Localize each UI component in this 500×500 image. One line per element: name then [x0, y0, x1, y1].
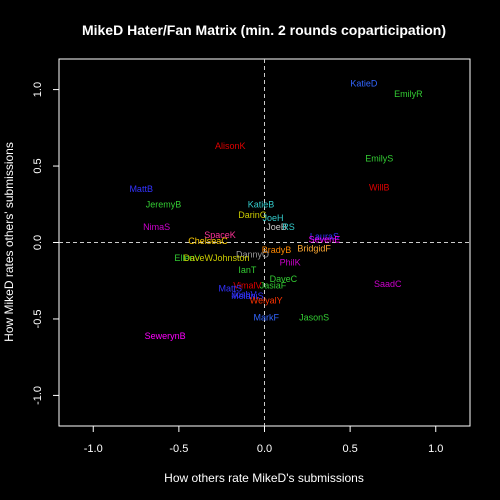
point-label-saadc: SaadC	[374, 279, 402, 289]
x-tick-label: 1.0	[428, 443, 443, 455]
point-label-jasiaf: JasiaF	[260, 280, 287, 290]
point-label-davewjohnston: DaveWJohnston	[184, 253, 250, 263]
point-label-jasons: JasonS	[299, 312, 329, 322]
point-label-melanis: MelaniS	[231, 291, 264, 301]
point-label-katied: KatieD	[350, 78, 378, 88]
point-label-sewerynb: SewerynB	[145, 331, 186, 341]
chart-title: MikeD Hater/Fan Matrix (min. 2 rounds co…	[82, 22, 446, 38]
x-axis: -1.0 -0.5 0.0 0.5 1.0	[84, 426, 443, 455]
y-axis: -1.0 -0.5 0.0 0.5 1.0	[32, 82, 59, 405]
x-tick-label: -0.5	[169, 443, 188, 455]
point-label-katieb: KatieB	[248, 199, 275, 209]
point-label-nimas: NimaS	[143, 222, 170, 232]
point-label-markf: MarkF	[253, 312, 279, 322]
point-label-chelseac: ChelseaC	[188, 236, 228, 246]
point-label-lauras: LauraS	[310, 231, 339, 241]
point-label-joshv: JoshV	[231, 289, 256, 299]
point-label-iant: IanT	[238, 265, 257, 275]
point-label-jeremyb: JeremyB	[146, 199, 182, 209]
y-tick-label: 1.0	[32, 82, 44, 97]
reference-lines	[59, 59, 470, 426]
point-label-daring: DarinG	[238, 210, 267, 220]
point-label-joeh: JoeH	[263, 213, 284, 223]
y-tick-label: -0.5	[32, 309, 44, 328]
point-label-dannyo: DannyO	[236, 250, 269, 260]
y-tick-label: 0.5	[32, 158, 44, 173]
x-tick-label: 0.0	[257, 443, 272, 455]
point-label-emilyr: EmilyR	[394, 89, 423, 99]
point-label-willb: WillB	[369, 182, 390, 192]
data-points: KatieD EmilyR AlisonK EmilyS WillB MattB Jerem…	[129, 78, 423, 340]
point-label-bridgidf: BridgidF	[297, 244, 331, 254]
point-label-bradyb: BradyB	[262, 245, 292, 255]
point-label-sevene: SevenE	[309, 234, 341, 244]
y-tick-label: 0.0	[32, 235, 44, 250]
x-axis-label: How others rate MikeD's submissions	[164, 471, 364, 485]
x-tick-label: -1.0	[84, 443, 103, 455]
y-tick-label: -1.0	[32, 386, 44, 405]
point-label-vimalv: VimalV	[233, 280, 261, 290]
x-tick-label: 0.5	[342, 443, 357, 455]
point-label-davec: DaveC	[270, 274, 298, 284]
point-label-philk: PhilK	[280, 257, 301, 267]
point-label-rs: RS	[282, 222, 295, 232]
point-label-ellenv: EllenV	[174, 253, 200, 263]
point-label-emilys: EmilyS	[365, 153, 393, 163]
point-label-weiyaly: WeiyalY	[250, 296, 283, 306]
point-label-joeb: JoeB	[266, 222, 287, 232]
point-label-spacek: SpaceK	[204, 230, 236, 240]
point-label-alisonk: AlisonK	[215, 141, 246, 151]
y-axis-label: How MikeD rates others' submissions	[2, 142, 16, 342]
point-label-mattb: MattB	[129, 184, 153, 194]
point-label-matts: MattS	[218, 283, 242, 293]
